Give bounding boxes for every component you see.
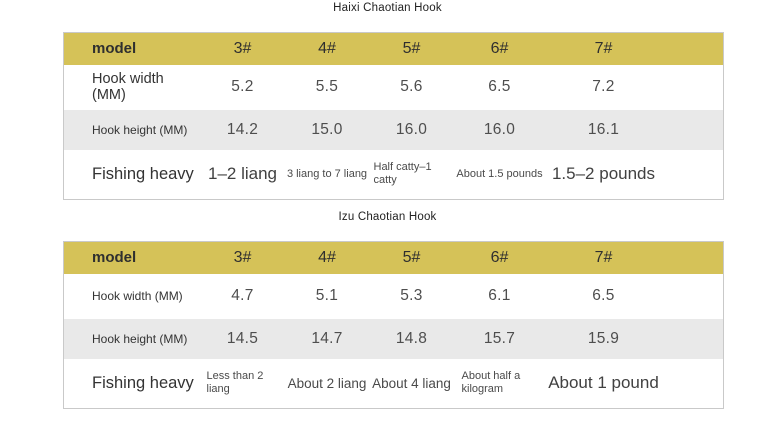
hook-height-value: 15.0 — [311, 120, 343, 138]
fishing-heavy-value: About 1.5 pounds — [456, 168, 543, 181]
hook-height-label: Hook height (MM) — [92, 122, 188, 137]
model-header-label: model — [92, 249, 137, 267]
filler-cell — [664, 319, 724, 359]
hook-height-value: 14.7 — [311, 329, 343, 347]
size-column-header: 7# — [594, 39, 613, 57]
size-column-header: 5# — [402, 248, 421, 266]
fishing-heavy-value: About half a kilogram — [461, 369, 521, 396]
hook-height-value: 16.0 — [483, 120, 516, 138]
filler-cell — [664, 359, 724, 409]
filler-cell — [664, 242, 724, 274]
hook-height-value: 15.7 — [483, 329, 516, 347]
fishing-heavy-label: Fishing heavy — [92, 373, 194, 392]
table-row: Hook height (MM) 14.2 15.0 16.0 16.0 16.… — [63, 109, 724, 150]
fishing-heavy-value: About 2 liang — [287, 375, 367, 391]
filler-cell — [664, 150, 724, 200]
fishing-heavy-label: Fishing heavy — [92, 164, 194, 183]
table-row: Fishing heavy 1–2 liang 3 liang to 7 lia… — [63, 149, 724, 200]
hook-width-value: 6.1 — [488, 287, 511, 304]
hook-height-value: 14.8 — [395, 329, 428, 347]
size-column-header: 5# — [402, 39, 421, 57]
hook-width-value: 6.5 — [488, 78, 511, 95]
table-row: Fishing heavy Less than 2 liang About 2 … — [63, 358, 724, 409]
filler-cell — [664, 274, 724, 319]
fishing-heavy-value: 1–2 liang — [207, 164, 277, 184]
haixi-spec-table: model 3# 4# 5# 6# 7# Hook width (MM) 5.2… — [63, 32, 724, 200]
hook-height-value: 14.2 — [226, 120, 259, 138]
hook-width-value: 5.1 — [315, 287, 339, 304]
table-row: model 3# 4# 5# 6# 7# — [63, 32, 724, 65]
size-column-header: 3# — [233, 39, 252, 57]
hook-width-value: 5.2 — [231, 78, 254, 95]
fishing-heavy-value: Less than 2 liang — [206, 369, 264, 396]
size-column-header: 6# — [490, 248, 509, 266]
table-row: model 3# 4# 5# 6# 7# — [63, 241, 724, 274]
fishing-heavy-value: About 4 liang — [372, 375, 451, 391]
table-row: Hook width (MM) 4.7 5.1 5.3 6.1 6.5 — [63, 273, 724, 319]
hook-height-value: 15.9 — [587, 329, 620, 347]
hook-width-value: 5.6 — [400, 78, 423, 95]
size-column-header: 7# — [594, 248, 613, 266]
model-header-label: model — [92, 40, 137, 58]
hook-width-value: 5.5 — [315, 78, 339, 95]
size-column-header: 6# — [490, 39, 509, 57]
hook-width-value: 6.5 — [592, 287, 615, 304]
hook-width-value: 4.7 — [231, 287, 254, 304]
size-column-header: 4# — [318, 39, 336, 57]
table-title-haixi: Haixi Chaotian Hook — [333, 2, 442, 14]
hook-height-value: 14.5 — [226, 329, 259, 347]
fishing-heavy-value: Half catty–1 catty — [373, 160, 432, 187]
size-column-header: 4# — [318, 248, 336, 266]
fishing-heavy-value: 1.5–2 pounds — [551, 164, 656, 184]
filler-cell — [664, 65, 724, 110]
table-title-izu: Izu Chaotian Hook — [338, 211, 437, 223]
filler-cell — [664, 33, 724, 65]
size-column-header: 3# — [233, 248, 252, 266]
hook-width-label: Hook width (MM) — [92, 71, 164, 103]
filler-cell — [664, 110, 724, 150]
hook-height-value: 16.0 — [395, 120, 428, 138]
hook-width-value: 5.3 — [400, 287, 423, 304]
hook-height-value: 16.1 — [587, 120, 620, 138]
izu-spec-table: model 3# 4# 5# 6# 7# Hook width (MM) 4.7… — [63, 241, 724, 409]
table-row: Hook width (MM) 5.2 5.5 5.6 6.5 7.2 — [63, 64, 724, 110]
hook-width-label: Hook width (MM) — [92, 289, 183, 303]
table-row: Hook height (MM) 14.5 14.7 14.8 15.7 15.… — [63, 318, 724, 359]
hook-width-value: 7.2 — [592, 78, 615, 95]
fishing-heavy-value: About 1 pound — [548, 373, 659, 393]
hook-height-label: Hook height (MM) — [92, 331, 188, 346]
fishing-heavy-value: 3 liang to 7 liang — [286, 168, 368, 181]
